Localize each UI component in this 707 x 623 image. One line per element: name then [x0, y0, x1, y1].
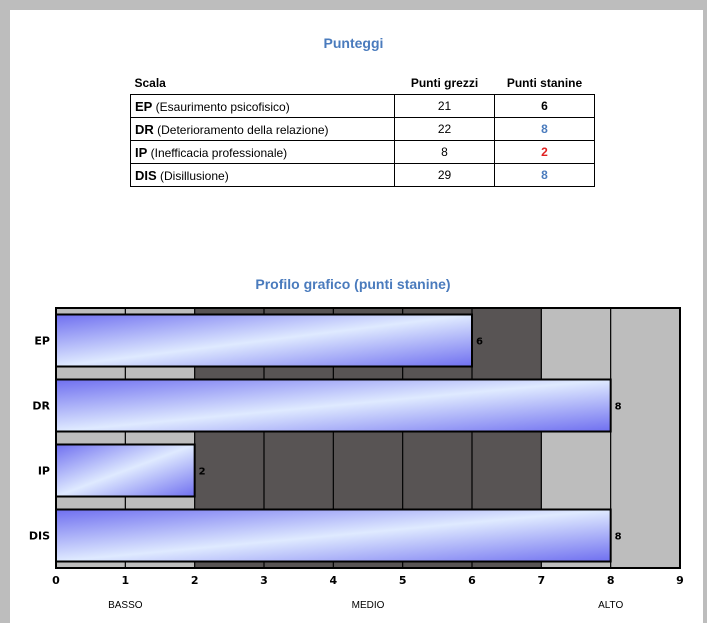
- x-tick-label: 2: [191, 574, 199, 587]
- window-frame-top: [0, 0, 707, 10]
- x-tick-label: 8: [607, 574, 615, 587]
- x-tick-label: 6: [468, 574, 476, 587]
- bar-value-label: 6: [476, 337, 483, 348]
- bar-dis: [55, 508, 612, 563]
- category-label: DR: [32, 400, 50, 413]
- scores-row-dis: DIS (Disillusione) 29 8: [130, 163, 595, 187]
- bar-value-label: 8: [615, 402, 622, 413]
- x-tick-label: 1: [122, 574, 130, 587]
- x-tick-label: 3: [260, 574, 268, 587]
- scale-cell: DIS (Disillusione): [130, 163, 395, 187]
- bar-value-label: 2: [199, 467, 206, 478]
- header-raw: Punti grezzi: [410, 76, 479, 90]
- raw-score-cell: 8: [394, 140, 495, 164]
- scale-desc: (Deterioramento della relazione): [153, 122, 329, 137]
- scale-desc: (Esaurimento psicofisico): [152, 99, 290, 114]
- header-stanine: Punti stanine: [506, 76, 583, 90]
- raw-score-cell: 22: [394, 117, 495, 141]
- bar-ep: [55, 313, 473, 368]
- stanine-score-cell: 8: [494, 117, 595, 141]
- bar-ip: [55, 443, 196, 498]
- x-tick-label: 9: [676, 574, 684, 587]
- category-label: DIS: [29, 530, 50, 543]
- zone-label-medio: MEDIO: [352, 600, 385, 611]
- zone-label-basso: BASSO: [108, 600, 143, 611]
- x-tick-label: 0: [52, 574, 60, 587]
- x-tick-label: 5: [399, 574, 407, 587]
- category-label: IP: [38, 465, 50, 478]
- window-frame-right: [703, 0, 707, 623]
- raw-score-cell: 29: [394, 163, 495, 187]
- chart-title: Profilo grafico (punti stanine): [255, 276, 450, 292]
- x-tick-label: 7: [538, 574, 546, 587]
- window-frame-left: [0, 0, 10, 623]
- stanine-score-cell: 8: [494, 163, 595, 187]
- scores-row-ip: IP (Inefficacia professionale) 8 2: [130, 140, 595, 164]
- scale-desc: (Disillusione): [156, 168, 229, 183]
- bar-value-label: 8: [615, 532, 622, 543]
- scale-abbr: DR: [135, 121, 154, 137]
- scores-row-ep: EP (Esaurimento psicofisico) 21 6: [130, 94, 595, 118]
- scale-abbr: DIS: [135, 167, 157, 183]
- scores-title: Punteggi: [323, 35, 384, 51]
- scale-cell: DR (Deterioramento della relazione): [130, 117, 395, 141]
- zone-label-alto: ALTO: [598, 600, 623, 611]
- plot-border: [55, 307, 681, 569]
- bar-dr: [55, 378, 612, 433]
- scale-abbr: EP: [135, 98, 153, 114]
- scores-table: Scala Punti grezzi Punti stanine EP (Esa…: [130, 72, 595, 187]
- scores-row-dr: DR (Deterioramento della relazione) 22 8: [130, 117, 595, 141]
- scale-desc: (Inefficacia professionale): [147, 145, 288, 160]
- scores-header-row: Scala Punti grezzi Punti stanine: [131, 72, 595, 95]
- stanine-score-cell: 6: [494, 94, 595, 118]
- category-label: EP: [34, 335, 50, 348]
- x-tick-label: 4: [330, 574, 338, 587]
- scale-abbr: IP: [135, 144, 148, 160]
- header-scale: Scala: [134, 76, 166, 90]
